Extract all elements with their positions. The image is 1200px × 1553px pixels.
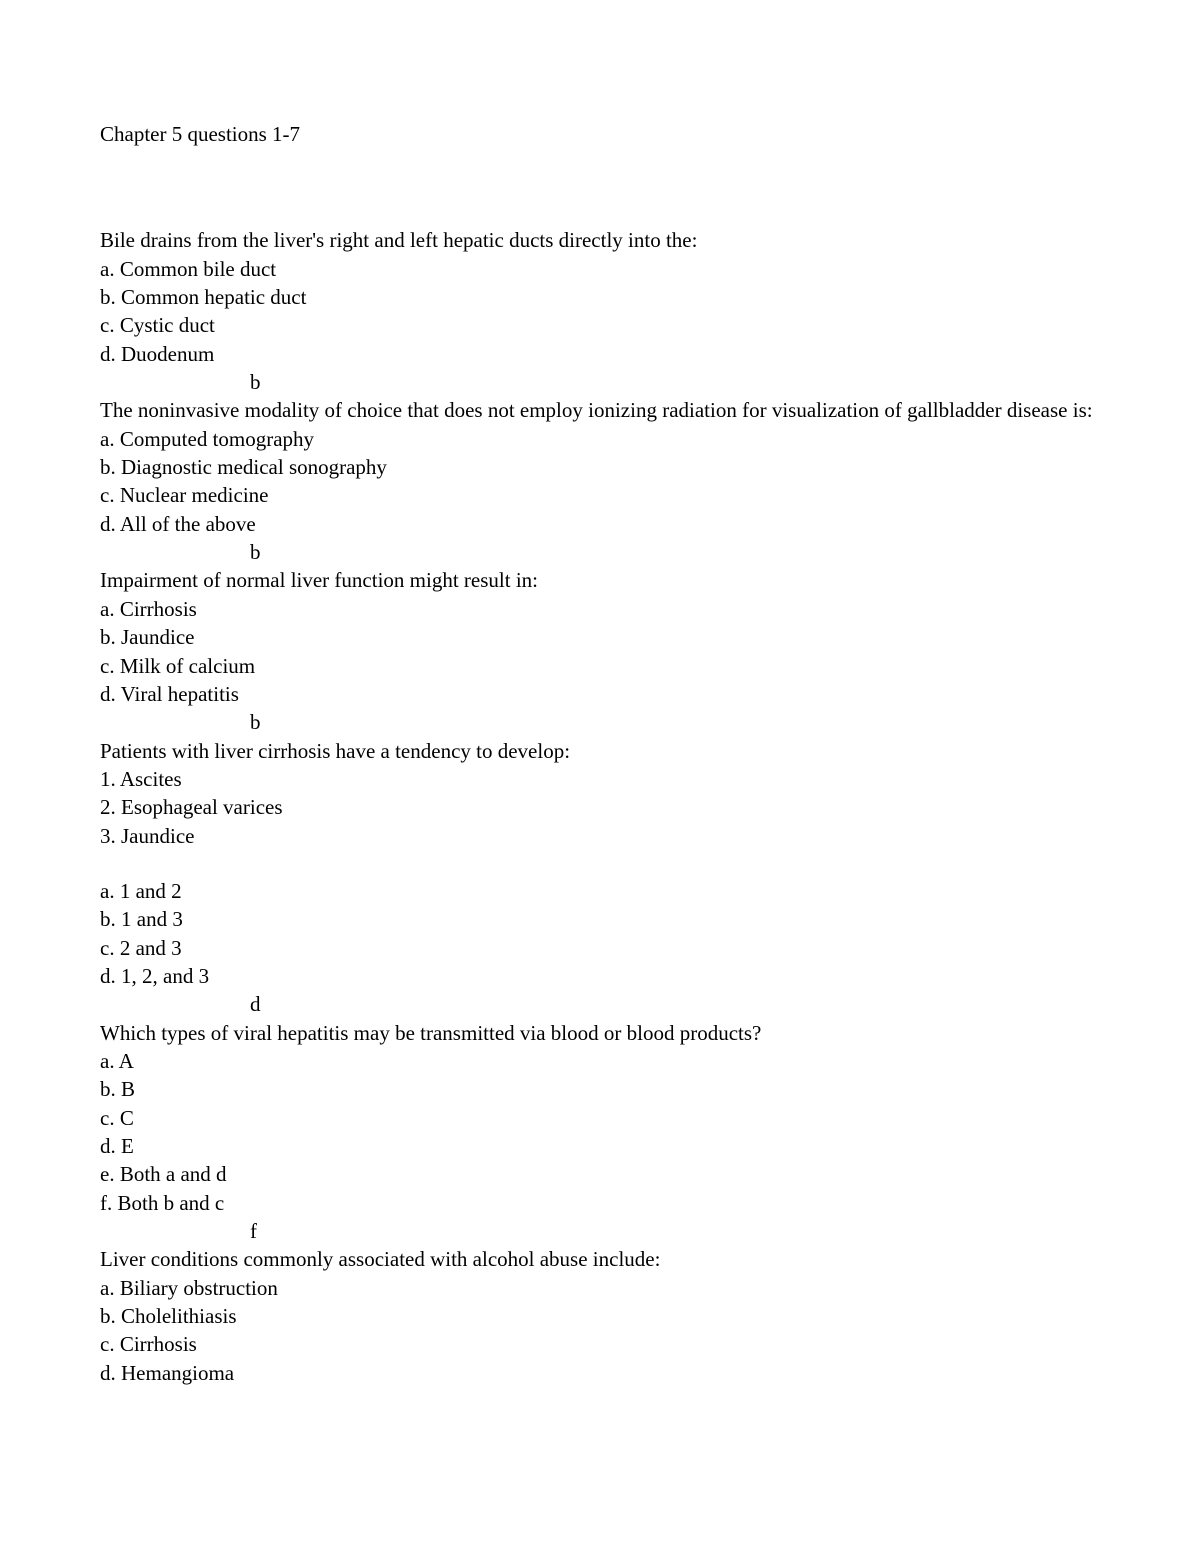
option-b: b. Jaundice (100, 623, 1100, 651)
page-title: Chapter 5 questions 1-7 (100, 120, 1100, 148)
option-f: f. Both b and c (100, 1189, 1100, 1217)
option-a: a. A (100, 1047, 1100, 1075)
option-a: a. Computed tomography (100, 425, 1100, 453)
question-text: Bile drains from the liver's right and l… (100, 226, 1100, 254)
option-c: c. Milk of calcium (100, 652, 1100, 680)
answer: f (100, 1217, 1100, 1245)
answer: b (100, 538, 1100, 566)
question-text: Patients with liver cirrhosis have a ten… (100, 737, 1100, 765)
question-5: Which types of viral hepatitis may be tr… (100, 1019, 1100, 1246)
option-d: d. 1, 2, and 3 (100, 962, 1100, 990)
sublist-2: 2. Esophageal varices (100, 793, 1100, 821)
option-c: c. Nuclear medicine (100, 481, 1100, 509)
option-d: d. Hemangioma (100, 1359, 1100, 1387)
answer: d (100, 990, 1100, 1018)
option-d: d. E (100, 1132, 1100, 1160)
sublist-3: 3. Jaundice (100, 822, 1100, 850)
question-text: Liver conditions commonly associated wit… (100, 1245, 1100, 1273)
question-3: Impairment of normal liver function migh… (100, 566, 1100, 736)
question-text: The noninvasive modality of choice that … (100, 396, 1100, 424)
option-a: a. Cirrhosis (100, 595, 1100, 623)
question-text: Which types of viral hepatitis may be tr… (100, 1019, 1100, 1047)
option-b: b. 1 and 3 (100, 905, 1100, 933)
option-b: b. Diagnostic medical sonography (100, 453, 1100, 481)
question-text: Impairment of normal liver function migh… (100, 566, 1100, 594)
option-a: a. 1 and 2 (100, 877, 1100, 905)
answer: b (100, 708, 1100, 736)
question-6: Liver conditions commonly associated wit… (100, 1245, 1100, 1387)
spacer (100, 850, 1100, 877)
option-c: c. Cystic duct (100, 311, 1100, 339)
option-a: a. Common bile duct (100, 255, 1100, 283)
option-b: b. Cholelithiasis (100, 1302, 1100, 1330)
option-d: d. Viral hepatitis (100, 680, 1100, 708)
sublist-1: 1. Ascites (100, 765, 1100, 793)
option-b: b. B (100, 1075, 1100, 1103)
option-e: e. Both a and d (100, 1160, 1100, 1188)
option-a: a. Biliary obstruction (100, 1274, 1100, 1302)
question-2: The noninvasive modality of choice that … (100, 396, 1100, 566)
answer: b (100, 368, 1100, 396)
option-c: c. 2 and 3 (100, 934, 1100, 962)
option-b: b. Common hepatic duct (100, 283, 1100, 311)
option-c: c. C (100, 1104, 1100, 1132)
question-1: Bile drains from the liver's right and l… (100, 226, 1100, 396)
option-d: d. All of the above (100, 510, 1100, 538)
option-d: d. Duodenum (100, 340, 1100, 368)
option-c: c. Cirrhosis (100, 1330, 1100, 1358)
question-4: Patients with liver cirrhosis have a ten… (100, 737, 1100, 1019)
